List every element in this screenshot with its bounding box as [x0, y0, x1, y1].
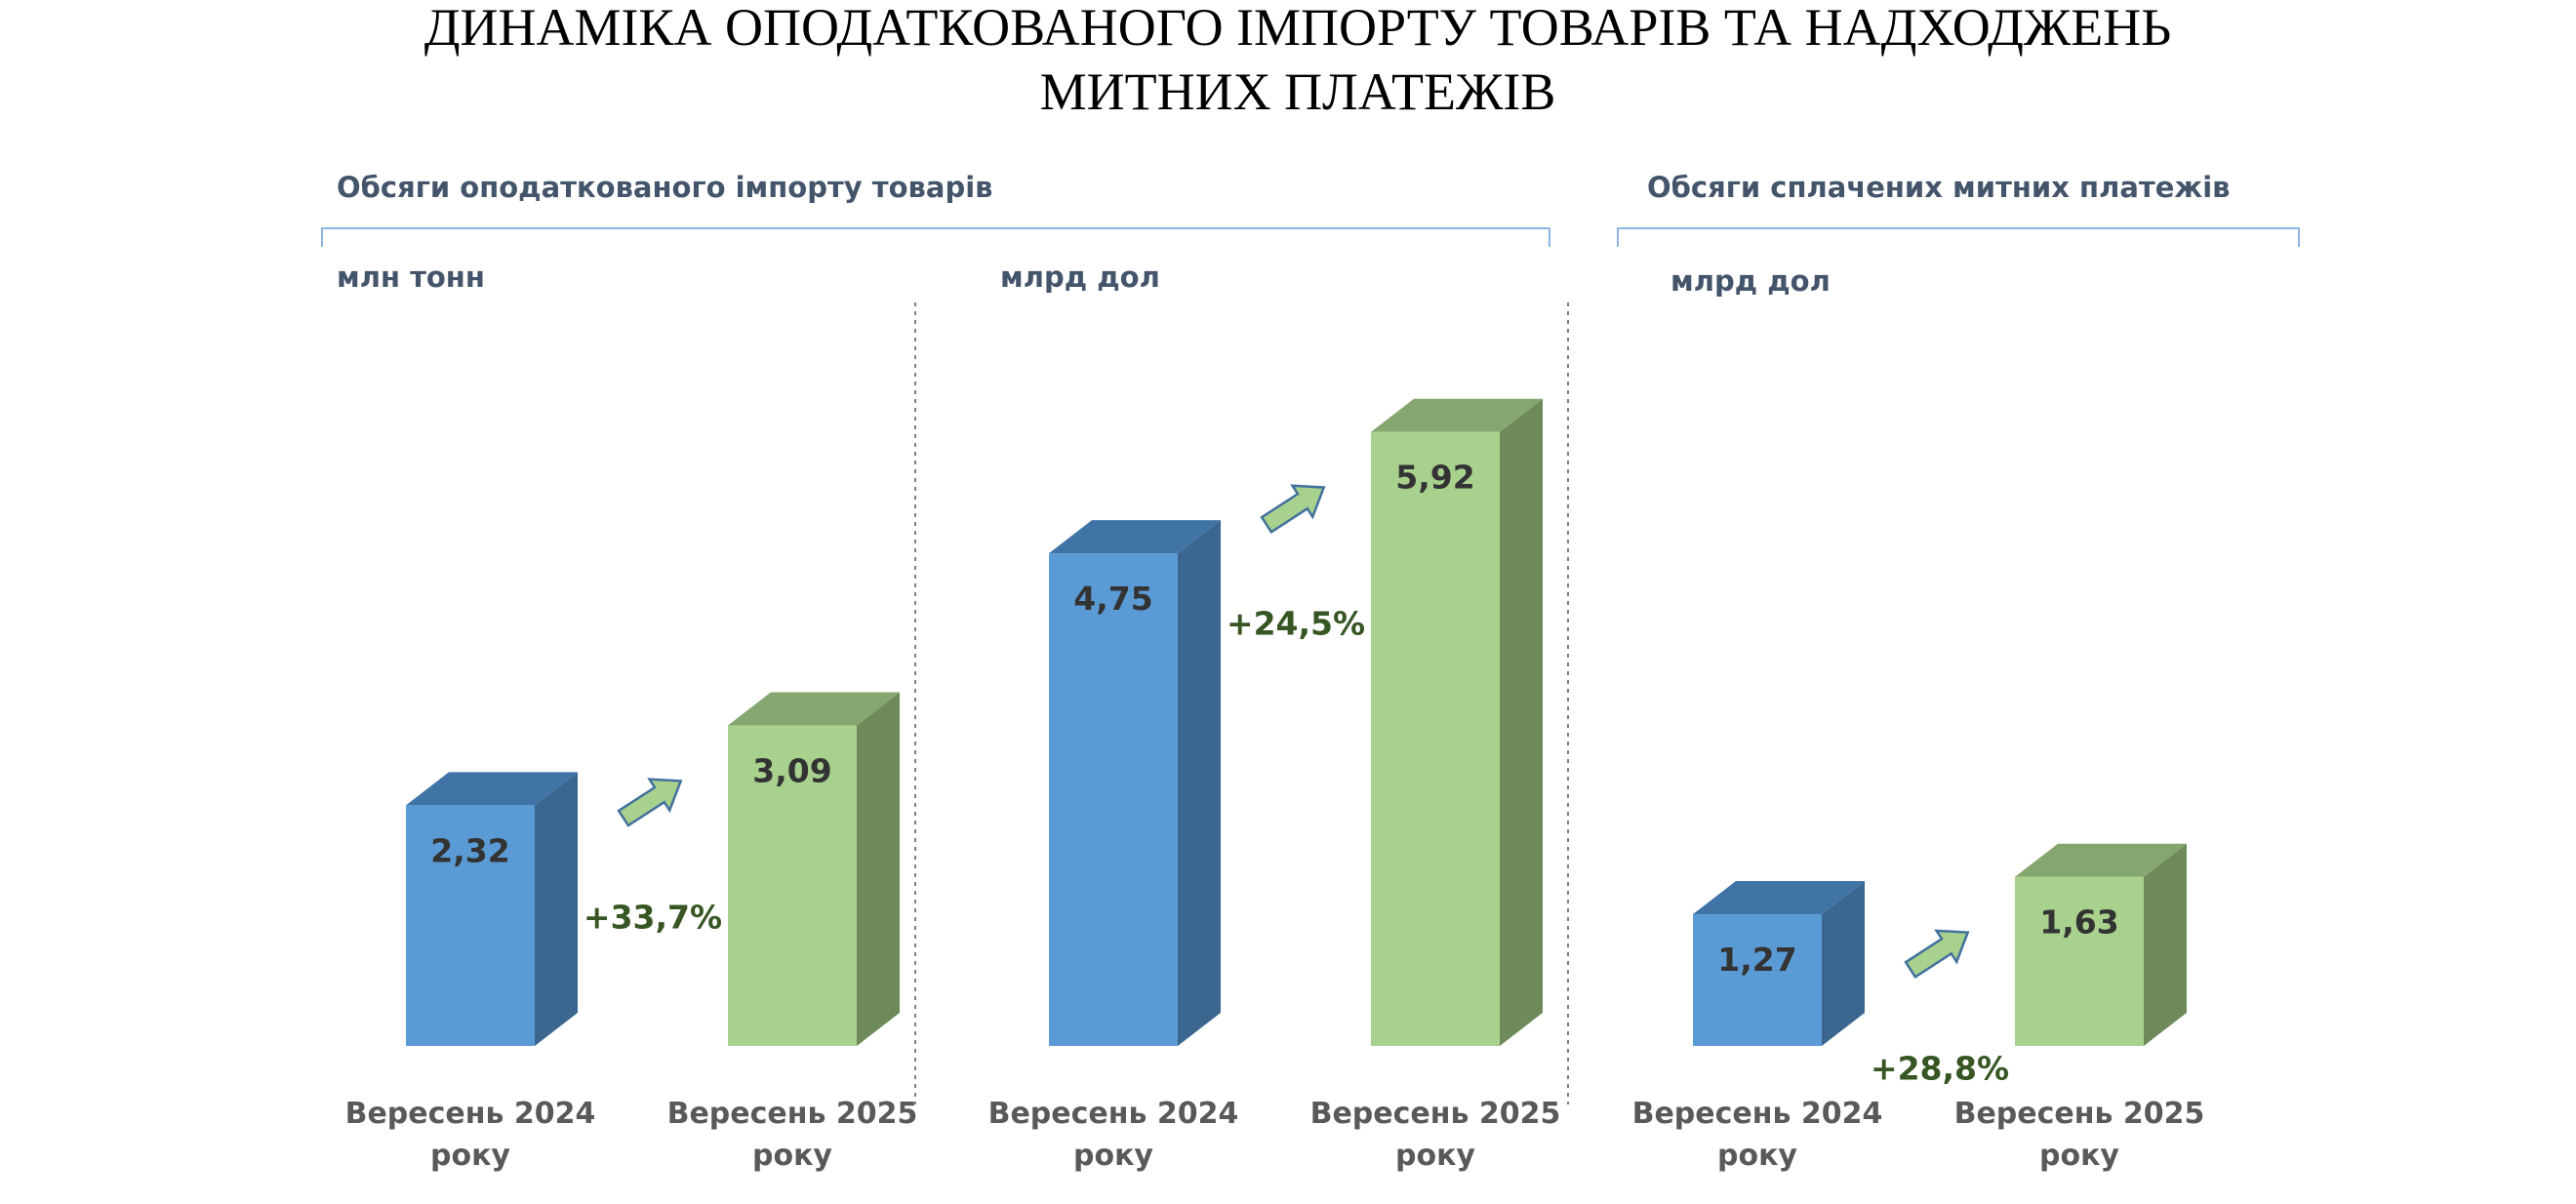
category-label: Вересень 2025 року	[667, 1097, 918, 1173]
bar-value-label: 3,09	[752, 752, 831, 790]
bar-side-face	[1178, 520, 1221, 1046]
bar-value-label: 4,75	[1073, 580, 1152, 618]
bar-front-face	[406, 805, 535, 1046]
bar-sept-2025	[728, 692, 900, 1046]
bar-top-face	[2015, 843, 2187, 877]
unit-label: млрд дол	[1000, 261, 1160, 294]
unit-label: млрд дол	[1670, 264, 1831, 298]
growth-arrow-icon	[617, 778, 683, 827]
bar-value-label: 1,63	[2039, 903, 2118, 942]
bar-top-face	[1693, 880, 1865, 914]
category-label: Вересень 2025 року	[1954, 1097, 2205, 1173]
growth-percentage-label: +24,5%	[1227, 605, 1365, 643]
bar-side-face	[1822, 880, 1865, 1046]
bar-value-label: 5,92	[1395, 459, 1474, 497]
category-label: Вересень 2024 року	[988, 1097, 1239, 1173]
section-heading-import: Обсяги оподаткованого імпорту товарів	[337, 171, 993, 204]
section-bracket-payments	[1617, 227, 2300, 247]
bar-sept-2025	[2015, 843, 2187, 1046]
chart-title-line-1: ДИНАМІКА ОПОДАТКОВАНОГО ІМПОРТУ ТОВАРІВ …	[424, 0, 2172, 57]
category-label: Вересень 2024 року	[1632, 1097, 1883, 1173]
bar-value-label: 1,27	[1717, 941, 1796, 979]
bar-front-face	[2015, 876, 2144, 1046]
bar-top-face	[1049, 520, 1221, 554]
category-label: Вересень 2024 року	[345, 1097, 596, 1173]
chart-title-line-2: МИТНИХ ПЛАТЕЖІВ	[1040, 62, 1556, 121]
bar-value-label: 2,32	[430, 831, 509, 869]
bar-top-face	[1371, 398, 1543, 432]
bar-side-face	[535, 772, 578, 1046]
bar-front-face	[1693, 913, 1822, 1046]
bar-front-face	[1049, 553, 1178, 1046]
bar-side-face	[2144, 843, 2187, 1046]
bar-side-face	[1500, 398, 1543, 1047]
bar-top-face	[406, 772, 578, 806]
growth-percentage-label: +33,7%	[584, 899, 722, 937]
unit-label: млн тонн	[337, 261, 485, 294]
bar-chart-panel-1: млн тонн 2,32 Вересень 2024 року 3,09 Вересен…	[337, 261, 917, 1173]
bar-front-face	[728, 725, 857, 1046]
bar-chart-panel-2: млрд дол 4,75 Вересень 2024 року 5,92 Вересен…	[988, 261, 1561, 1173]
bar-sept-2024	[1049, 520, 1221, 1046]
category-label: Вересень 2025 року	[1310, 1097, 1561, 1173]
bar-sept-2025	[1371, 398, 1543, 1047]
bar-top-face	[728, 692, 900, 726]
growth-arrow-icon	[1904, 929, 1970, 980]
bar-chart-panel-3: млрд дол 1,27 Вересень 2024 року 1,63 Вересен…	[1632, 264, 2205, 1173]
bar-side-face	[857, 692, 900, 1046]
bar-sept-2024	[1693, 880, 1865, 1046]
section-heading-payments: Обсяги сплачених митних платежів	[1647, 171, 2231, 204]
growth-percentage-label: +28,8%	[1871, 1050, 2009, 1088]
bar-front-face	[1371, 431, 1500, 1047]
bar-sept-2024	[406, 772, 578, 1046]
growth-arrow-icon	[1260, 484, 1326, 534]
section-bracket-import	[321, 227, 1550, 247]
